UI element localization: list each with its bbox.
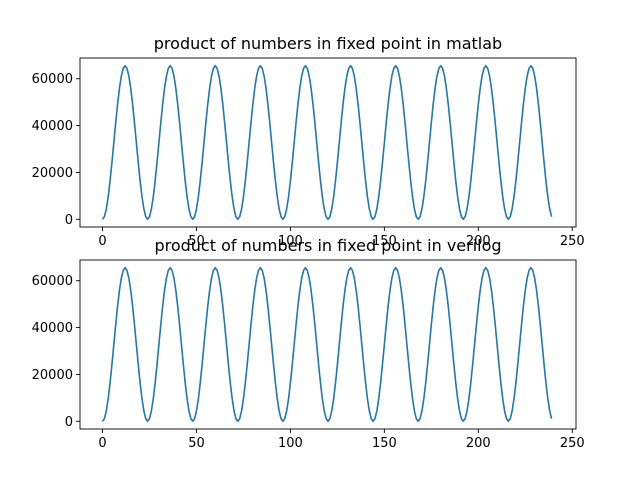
bottom-x-tick-label: 150 — [372, 436, 397, 451]
top-y-tick-label: 60000 — [32, 72, 73, 87]
bottom-series-line-0 — [101, 266, 553, 423]
top-y-tick-label: 20000 — [32, 166, 73, 181]
top-y-tick-label: 40000 — [32, 119, 73, 134]
bottom-x-tick-label: 0 — [98, 436, 106, 451]
bottom-x-tick-label: 100 — [278, 436, 303, 451]
bottom-axes-frame — [79, 259, 577, 430]
bottom-y-tick-label: 20000 — [32, 368, 73, 383]
top-series-line-0 — [101, 64, 553, 221]
top-x-tick-label: 50 — [188, 234, 205, 249]
top-x-tick-label: 0 — [98, 234, 106, 249]
top-x-tick-label: 100 — [278, 234, 303, 249]
top-y-tick-label: 0 — [65, 213, 73, 228]
bottom-chart-title: product of numbers in fixed point in ver… — [154, 236, 501, 255]
top-axes-frame — [79, 57, 577, 228]
bottom-x-tick-label: 50 — [188, 436, 205, 451]
bottom-x-tick-label: 250 — [560, 436, 585, 451]
bottom-subplot: 0 50 100 150 200 250 0 20000 40000 60000 product o… — [32, 236, 585, 451]
top-subplot: 0 50 100 150 200 250 0 20000 40000 60000 product o… — [32, 34, 585, 249]
bottom-x-tick-label: 200 — [466, 436, 491, 451]
top-x-tick-label: 200 — [466, 234, 491, 249]
bottom-y-tick-label: 0 — [65, 415, 73, 430]
top-x-tick-label: 250 — [560, 234, 585, 249]
bottom-y-tick-label: 40000 — [32, 321, 73, 336]
top-x-tick-label: 150 — [372, 234, 397, 249]
bottom-y-tick-label: 60000 — [32, 274, 73, 289]
top-chart-title: product of numbers in fixed point in mat… — [154, 34, 502, 53]
